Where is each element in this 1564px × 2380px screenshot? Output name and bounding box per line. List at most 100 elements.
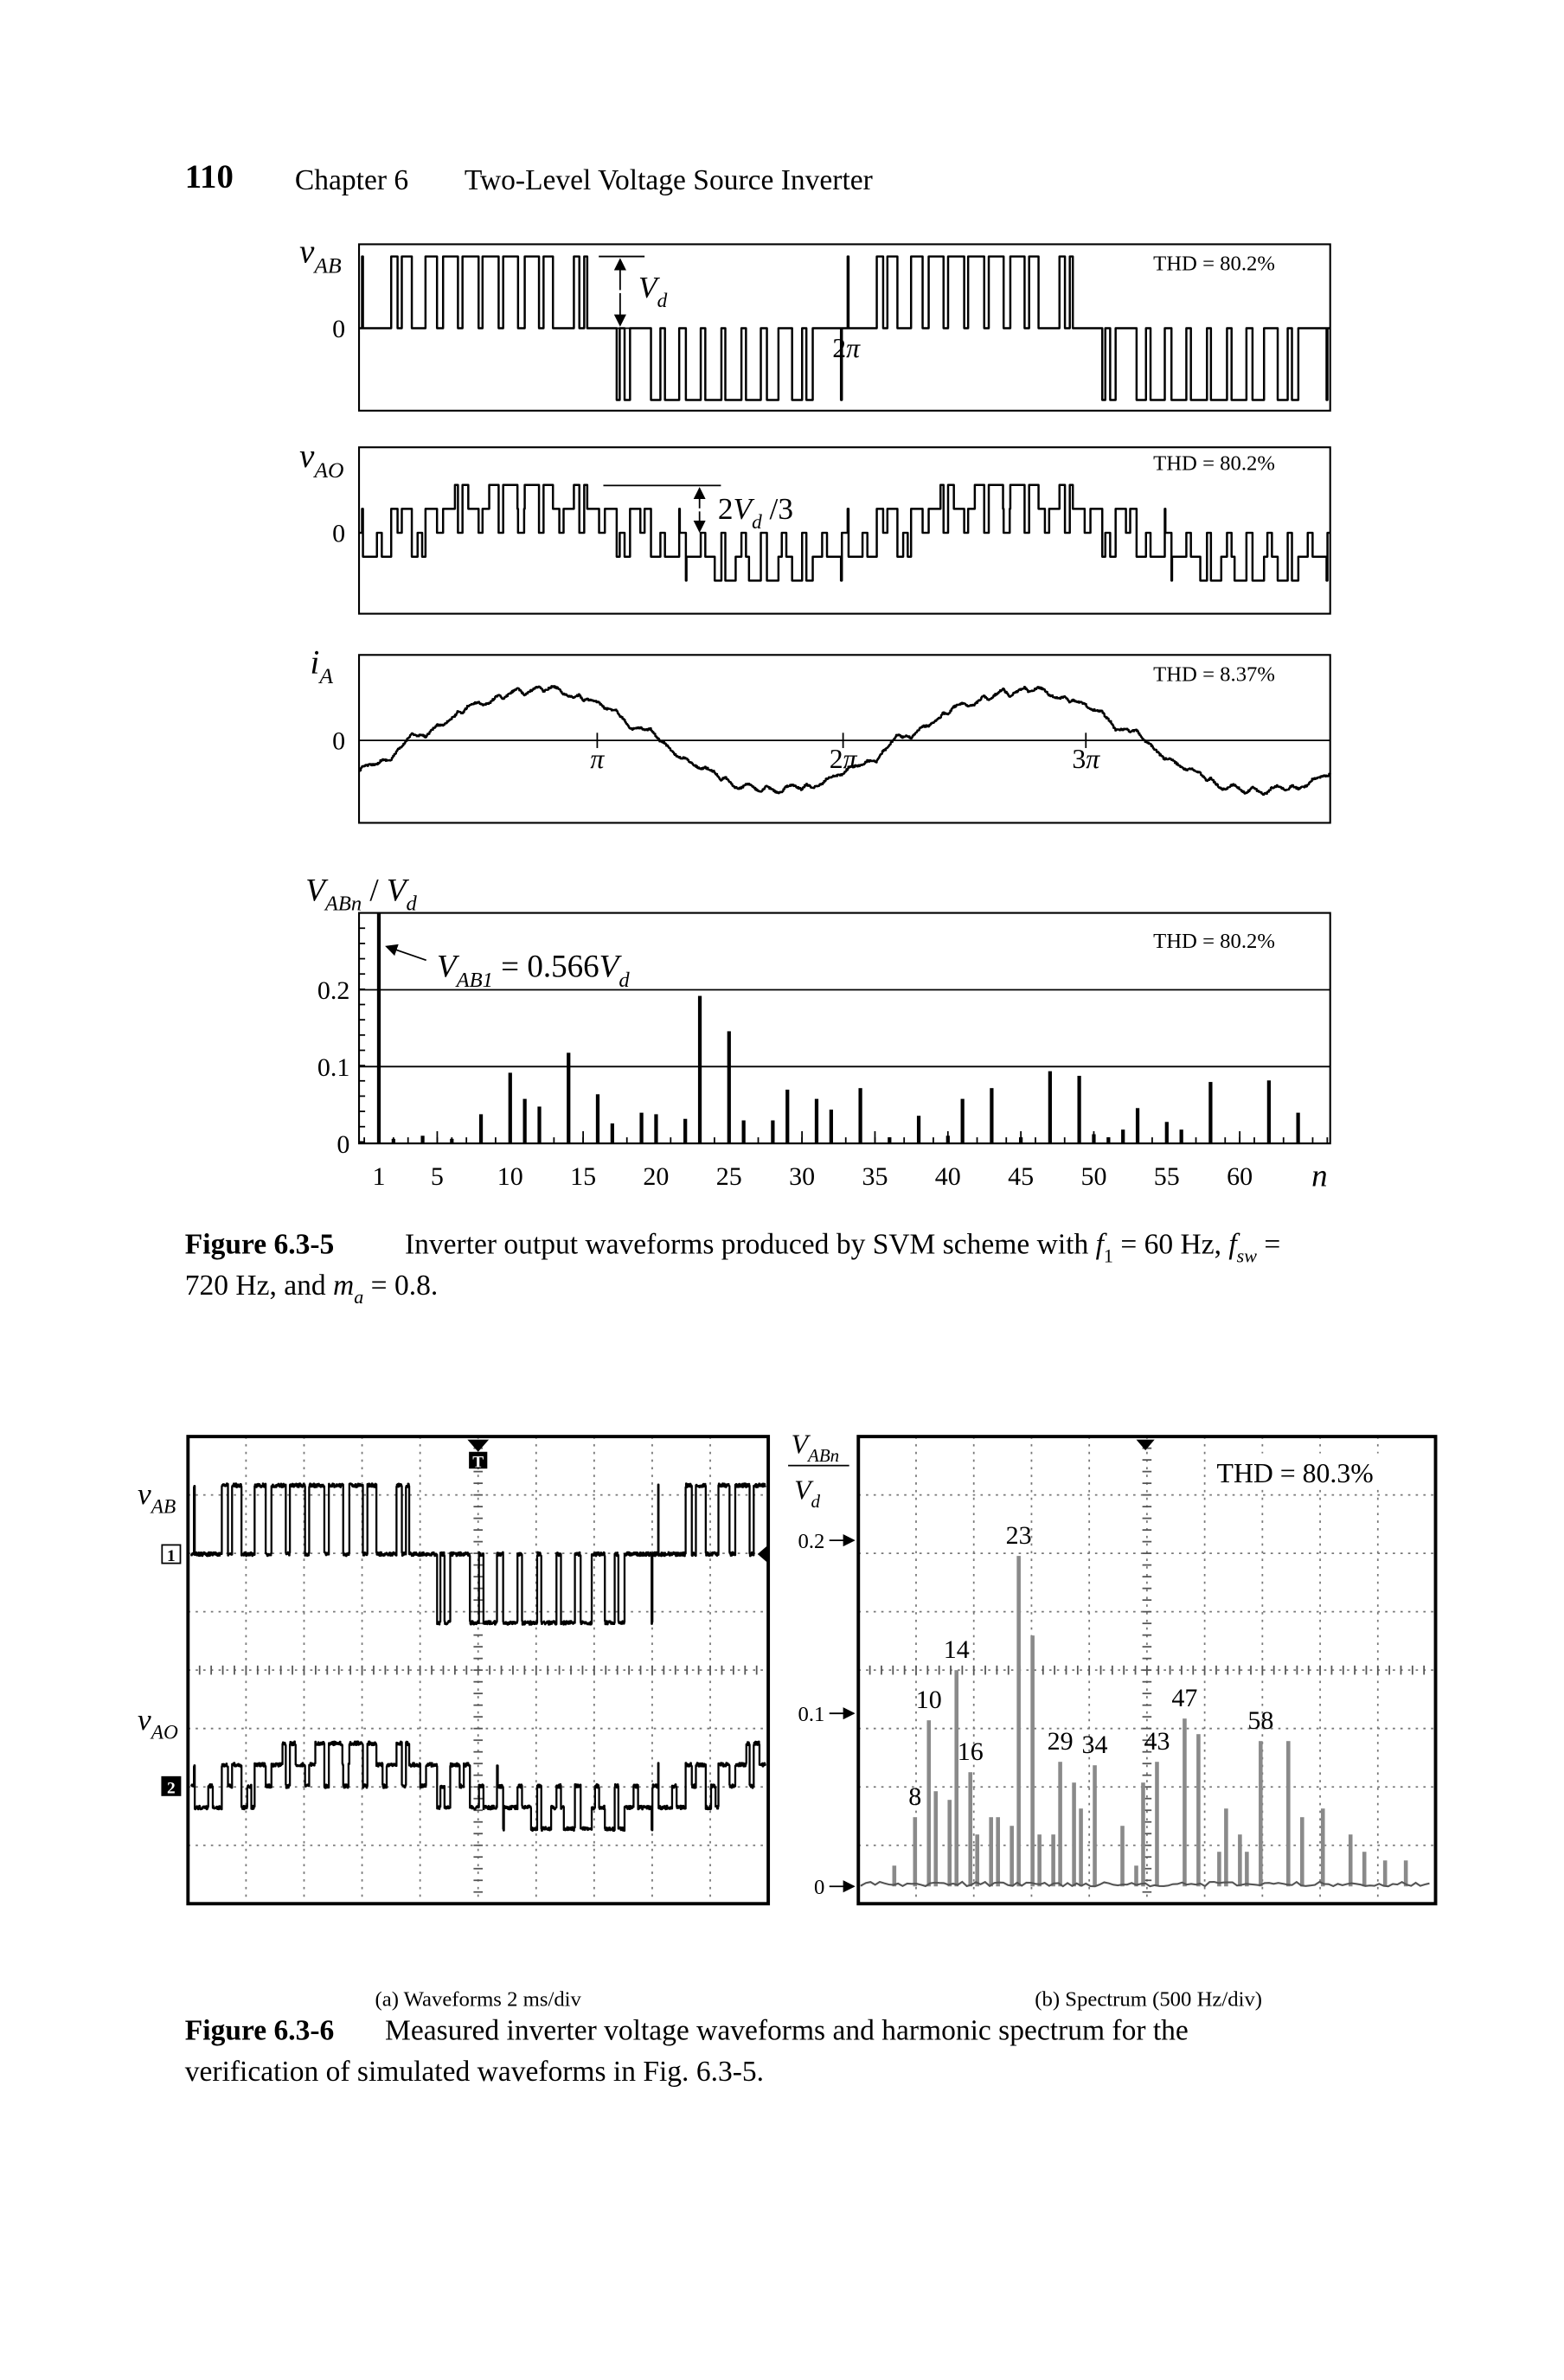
bar <box>829 1110 833 1144</box>
x-tick-label: 55 <box>1154 1162 1180 1191</box>
text-run: 3 <box>1072 744 1086 774</box>
bar <box>478 1114 484 1144</box>
x-tick-label: 10 <box>497 1162 523 1191</box>
caption-text: verification of simulated waveforms in F… <box>185 2056 764 2088</box>
panel-frame <box>357 446 1331 615</box>
text-run: ABn <box>806 1445 839 1466</box>
bar-label: 10 <box>916 1686 942 1714</box>
bar <box>741 1120 746 1144</box>
bar-label: 8 <box>908 1782 921 1811</box>
text-run: 2 <box>830 744 843 774</box>
scope-frame <box>186 1435 771 1906</box>
annotation: 2π <box>830 744 858 774</box>
bar <box>1134 1865 1138 1887</box>
bar <box>683 1118 688 1144</box>
bar <box>1058 1762 1062 1887</box>
bar <box>1245 1852 1249 1887</box>
bar <box>1299 1817 1304 1887</box>
text-run: v <box>299 438 315 475</box>
bar <box>913 1817 918 1887</box>
trigger-marker <box>1136 1439 1155 1450</box>
text-run: AB <box>150 1495 176 1518</box>
bar-label: 16 <box>958 1737 984 1766</box>
text-run: a <box>354 1286 363 1308</box>
channel-marker <box>161 1544 182 1564</box>
bar <box>1224 1808 1228 1887</box>
bar <box>1051 1834 1055 1887</box>
zero-label: 0 <box>332 315 345 343</box>
bar <box>916 1116 921 1144</box>
bar <box>785 1089 790 1144</box>
trigger-marker <box>467 1439 490 1452</box>
text-run: = 0.8. <box>363 1270 438 1302</box>
text-run: Inverter output waveforms produced by SV… <box>405 1228 1096 1260</box>
text-run: v <box>299 234 315 271</box>
trigger-box <box>469 1451 488 1469</box>
bar <box>954 1670 959 1887</box>
thd-label: THD = 80.2% <box>1153 930 1275 953</box>
caption-text: 720 Hz, and ma = 0.8. <box>185 1270 438 1308</box>
x-axis-label: n <box>1311 1159 1328 1194</box>
text-run: 720 Hz, and <box>185 1270 333 1302</box>
x-tick-label: 50 <box>1080 1162 1106 1191</box>
bar <box>1403 1860 1408 1887</box>
text-run: AB <box>312 253 342 278</box>
x-tick-label: 5 <box>431 1162 444 1191</box>
bar <box>1141 1782 1145 1887</box>
text-run: sw <box>1237 1244 1258 1266</box>
bar <box>1155 1762 1159 1887</box>
bar <box>522 1098 527 1144</box>
bar <box>1179 1129 1183 1144</box>
y-tick-label: 0.2 <box>317 976 350 1005</box>
panel-label: vAB <box>299 234 342 278</box>
y-tick-label: 0 <box>337 1130 349 1159</box>
channel-label: vAB <box>138 1477 176 1519</box>
thd-label: THD = 80.2% <box>1153 252 1275 275</box>
y-tick-label: 0.1 <box>798 1703 825 1726</box>
text-run: verification of simulated waveforms in F… <box>185 2056 764 2088</box>
text-run: v <box>138 1703 151 1737</box>
x-tick-label: 35 <box>862 1162 888 1191</box>
bar <box>697 995 702 1144</box>
bar <box>926 1720 932 1887</box>
text-run: V <box>638 271 660 304</box>
channel-marker <box>161 1775 182 1796</box>
text-run: m <box>333 1270 354 1302</box>
panel-label: vAO <box>299 438 343 483</box>
page-number: 110 <box>185 158 234 195</box>
waveform <box>358 685 1331 797</box>
x-tick-label: 60 <box>1227 1162 1253 1191</box>
bar-label: 34 <box>1082 1731 1108 1759</box>
caption-text: Inverter output waveforms produced by SV… <box>405 1228 1280 1266</box>
bar <box>595 1094 600 1144</box>
bar <box>771 1120 775 1144</box>
bar <box>567 1052 571 1144</box>
bar <box>1037 1834 1042 1887</box>
thd-label: THD = 80.2% <box>1153 452 1275 476</box>
channel-number: 2 <box>167 1779 176 1797</box>
text-run: /3 <box>762 492 793 526</box>
caption-text: Measured inverter voltage waveforms and … <box>385 2014 1189 2046</box>
annotation: VAB1 = 0.566Vd <box>437 950 630 992</box>
thd-label: THD = 80.3% <box>1217 1458 1374 1488</box>
channel-number: 1 <box>167 1547 176 1565</box>
annotation: 3π <box>1072 744 1100 774</box>
text-run: V <box>792 1430 811 1460</box>
bar <box>1266 1080 1271 1144</box>
text-run: d <box>657 290 668 312</box>
x-tick-label: 40 <box>935 1162 961 1191</box>
panel-frame <box>357 654 1331 824</box>
text-run: V <box>734 492 755 526</box>
bar <box>858 1088 862 1144</box>
bar <box>1093 1765 1097 1887</box>
bar <box>990 1088 994 1144</box>
bar <box>1382 1860 1388 1887</box>
bar-label: 47 <box>1171 1684 1197 1712</box>
chapter: Chapter 6 <box>295 164 408 196</box>
waveform <box>358 255 1331 401</box>
bar-label: 43 <box>1144 1727 1170 1756</box>
trigger-label: T <box>472 1453 484 1471</box>
bar <box>639 1112 644 1144</box>
x-tick-label: 20 <box>643 1162 669 1191</box>
